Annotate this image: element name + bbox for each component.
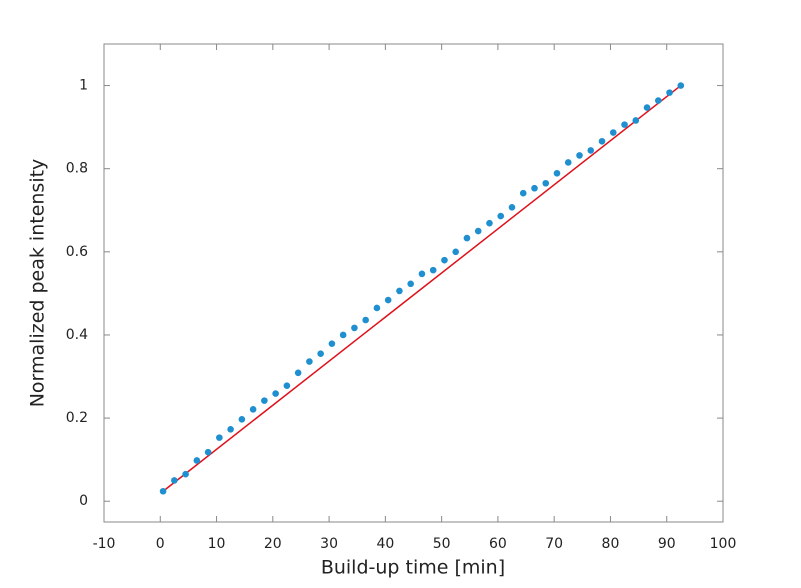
data-point	[373, 304, 381, 312]
data-point	[396, 287, 403, 295]
data-point	[542, 179, 550, 187]
y-tick-label: 0.8	[66, 161, 88, 177]
data-point	[159, 487, 167, 495]
data-point	[407, 280, 414, 288]
data-point	[182, 470, 189, 478]
data-point	[317, 350, 324, 357]
y-tick-label: 1	[79, 78, 88, 94]
data-point	[216, 434, 223, 441]
data-point	[576, 152, 583, 159]
data-point	[441, 256, 448, 264]
data-point	[283, 382, 291, 389]
x-tick-label: 90	[658, 536, 676, 552]
x-tick-label: 50	[433, 536, 451, 552]
x-tick-label: -10	[93, 536, 116, 552]
data-point	[564, 159, 572, 166]
data-point	[328, 340, 336, 347]
data-point	[272, 390, 279, 397]
y-tick-label: 0.2	[66, 410, 88, 426]
data-point	[508, 204, 516, 211]
data-point	[384, 296, 392, 304]
data-point	[238, 416, 246, 423]
x-tick-label: 20	[264, 536, 282, 552]
data-point	[171, 477, 178, 484]
data-point	[486, 219, 493, 227]
x-tick-label: 40	[376, 536, 394, 552]
fit-line	[162, 84, 682, 492]
data-point	[598, 137, 606, 145]
data-point	[429, 266, 437, 274]
data-point	[531, 184, 538, 192]
data-point	[362, 316, 369, 324]
data-point	[587, 147, 595, 154]
x-tick-label: 10	[208, 536, 226, 552]
x-tick-label: 80	[602, 536, 620, 552]
data-point	[339, 331, 347, 339]
x-tick-label: 60	[489, 536, 507, 552]
x-tick-label: 0	[156, 536, 165, 552]
data-point	[306, 358, 313, 365]
y-tick-label: 0.6	[66, 244, 88, 260]
data-point	[632, 117, 640, 124]
data-point	[519, 189, 527, 197]
data-point	[452, 248, 460, 256]
data-point	[677, 82, 685, 89]
x-tick-label: 100	[710, 536, 737, 552]
data-point	[654, 97, 662, 104]
data-point	[193, 457, 201, 464]
data-point	[204, 448, 212, 456]
data-point	[418, 270, 426, 278]
data-point	[463, 234, 471, 242]
data-point	[643, 104, 651, 111]
plot-frame	[103, 43, 724, 523]
data-point	[553, 169, 561, 177]
data-point	[351, 324, 358, 332]
y-axis-title: Normalized peak intensity	[27, 159, 49, 408]
x-tick-label: 30	[320, 536, 338, 552]
data-point	[497, 212, 505, 220]
data-point	[474, 227, 482, 235]
x-tick-label: 70	[545, 536, 563, 552]
data-point	[621, 121, 628, 128]
x-axis-title: Build-up time [min]	[321, 557, 505, 579]
data-point	[261, 397, 268, 404]
y-tick-label: 0.4	[66, 327, 88, 343]
data-point	[609, 129, 617, 136]
data-point	[249, 406, 257, 413]
data-point	[294, 369, 302, 377]
data-point	[666, 89, 673, 96]
data-point	[227, 426, 234, 433]
y-tick-label: 0	[79, 493, 88, 509]
